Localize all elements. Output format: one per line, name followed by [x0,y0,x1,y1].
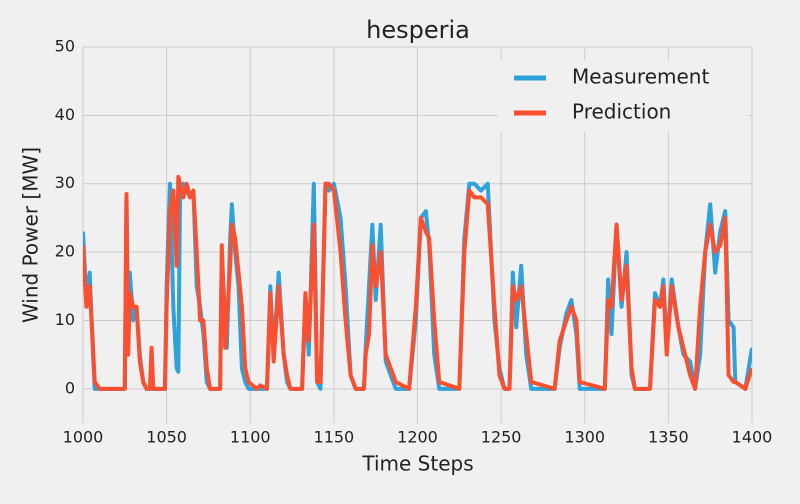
y-tick-label: 30 [55,173,75,192]
x-tick-label: 1150 [314,428,355,447]
y-tick-label: 0 [65,378,75,397]
legend-label: Prediction [572,100,671,124]
chart-title: hesperia [366,16,470,44]
plot-lines [83,174,752,391]
data-line [83,174,752,391]
legend-label: Measurement [572,65,709,89]
x-tick-label: 1050 [146,428,187,447]
x-tick-label: 1250 [481,428,522,447]
x-tick-label: 1300 [564,428,605,447]
x-tick-label: 1350 [648,428,689,447]
y-tick-label: 50 [55,37,75,56]
x-tick-label: 1400 [732,428,773,447]
y-tick-label: 40 [55,105,75,124]
y-tick-label: 10 [55,310,75,329]
y-axis-label: Wind Power [MW] [19,147,43,323]
legend-box [498,60,748,132]
x-tick-label: 1100 [230,428,271,447]
x-tick-label: 1000 [63,428,104,447]
y-tick-label: 20 [55,242,75,261]
x-tick-label: 1200 [397,428,438,447]
x-axis-label: Time Steps [361,452,473,476]
